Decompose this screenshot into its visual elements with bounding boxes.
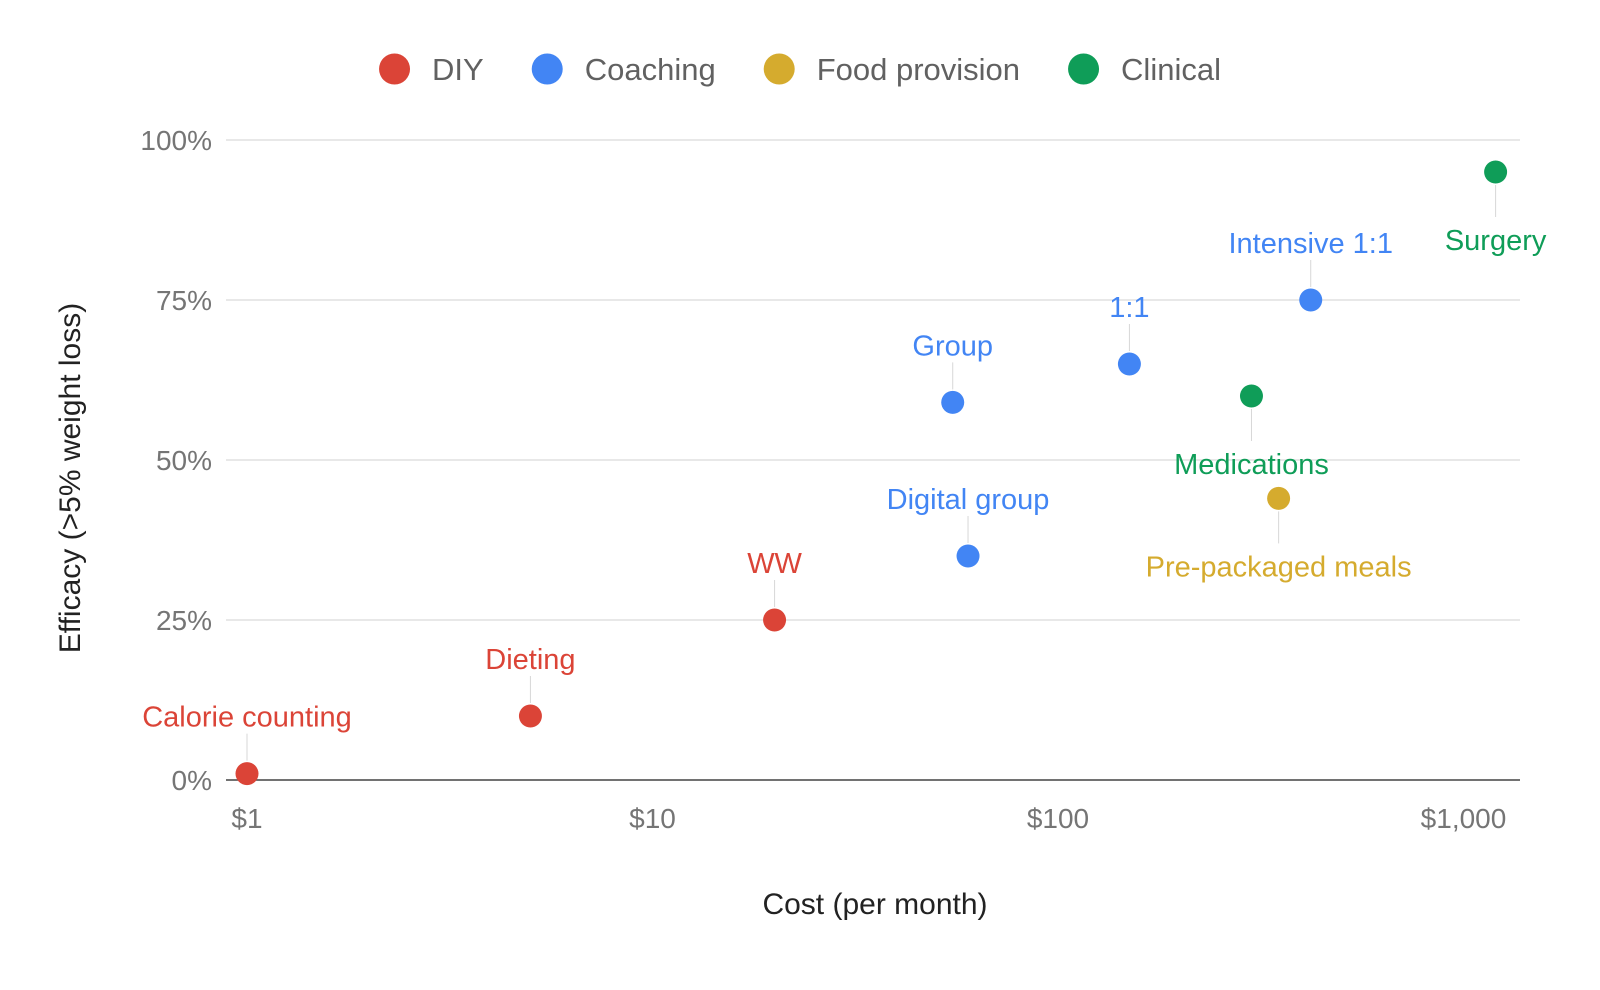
x-tick-label: $1,000 xyxy=(1421,803,1507,834)
point-labels: Calorie counting Dieting WW Digital group Gr… xyxy=(142,225,1547,734)
y-tick-label: 75% xyxy=(156,285,212,316)
y-tick-label: 50% xyxy=(156,445,212,476)
legend-marker xyxy=(763,53,795,85)
data-point xyxy=(1267,486,1291,510)
point-label: Intensive 1:1 xyxy=(1229,228,1393,260)
data-point xyxy=(1239,384,1263,408)
point-label: 1:1 xyxy=(1109,292,1149,324)
y-tick-label: 25% xyxy=(156,605,212,636)
x-tick-label: $100 xyxy=(1027,803,1089,834)
legend-marker xyxy=(1068,53,1100,85)
data-point xyxy=(1117,352,1141,376)
data-points xyxy=(235,160,1508,786)
legend-label: DIY xyxy=(432,52,484,87)
data-point xyxy=(763,608,787,632)
axis-ticks: 0% 25% 50% 75% 100% $1 $10 $100 $1,000 xyxy=(140,125,1506,834)
data-point xyxy=(1484,160,1508,184)
data-point xyxy=(956,544,980,568)
legend-marker xyxy=(379,53,411,85)
data-point xyxy=(518,704,542,728)
point-label: Pre-packaged meals xyxy=(1146,551,1412,583)
legend-label: Clinical xyxy=(1121,52,1221,87)
x-tick-label: $10 xyxy=(629,803,676,834)
legend-label: Food provision xyxy=(817,52,1020,87)
leader-lines xyxy=(246,185,1497,761)
legend-marker xyxy=(531,53,563,85)
x-axis-title: Cost (per month) xyxy=(762,888,987,921)
point-label: Group xyxy=(912,330,993,362)
point-label: Digital group xyxy=(887,484,1050,516)
data-point xyxy=(941,390,965,414)
point-label: Calorie counting xyxy=(142,702,352,734)
legend: DIY Coaching Food provision Clinical xyxy=(379,52,1221,87)
y-tick-label: 0% xyxy=(172,765,212,796)
point-label: Medications xyxy=(1174,449,1329,481)
data-point xyxy=(1299,288,1323,312)
point-label: Dieting xyxy=(485,644,575,676)
x-tick-label: $1 xyxy=(231,803,262,834)
data-point xyxy=(235,762,259,786)
point-label: Surgery xyxy=(1445,225,1547,257)
legend-label: Coaching xyxy=(585,52,716,87)
y-tick-label: 100% xyxy=(140,125,212,156)
point-label: WW xyxy=(747,548,802,580)
y-axis-title: Efficacy (>5% weight loss) xyxy=(54,303,87,653)
